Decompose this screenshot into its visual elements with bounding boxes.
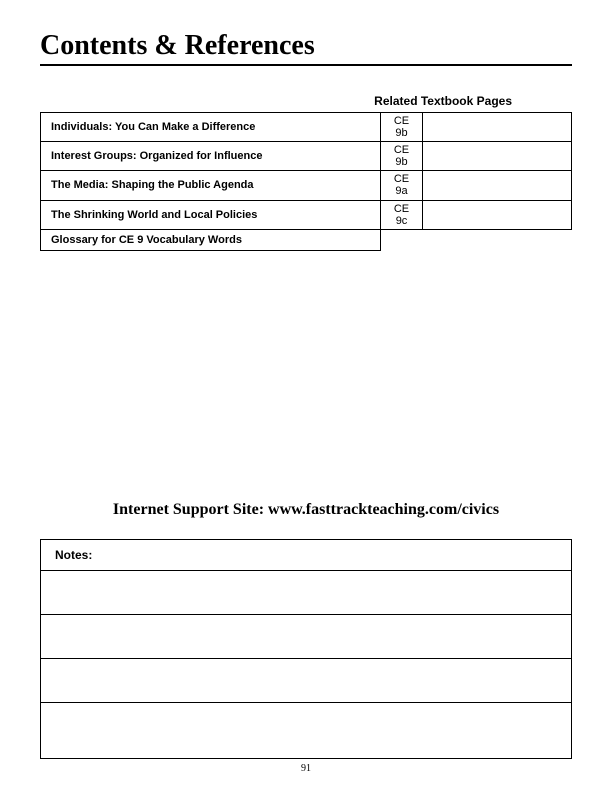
topic-cell: Interest Groups: Organized for Influence [41,142,381,171]
topic-cell: The Media: Shaping the Public Agenda [41,171,381,200]
pages-cell [423,200,572,229]
code-cell: CE9c [381,200,423,229]
topic-cell: Glossary for CE 9 Vocabulary Words [41,229,381,250]
notes-box: Notes: [40,539,572,759]
notes-label: Notes: [41,540,571,570]
topic-cell: Individuals: You Can Make a Difference [41,113,381,142]
table-row: The Shrinking World and Local Policies C… [41,200,572,229]
code-cell: CE9b [381,142,423,171]
topic-cell: The Shrinking World and Local Policies [41,200,381,229]
empty-cell [381,229,423,250]
page-title: Contents & References [40,30,572,66]
table-row: Individuals: You Can Make a Difference C… [41,113,572,142]
table-row: Glossary for CE 9 Vocabulary Words [41,229,572,250]
empty-cell [423,229,572,250]
notes-line [41,702,571,746]
page-number: 91 [0,763,612,774]
support-site-text: Internet Support Site: www.fasttrackteac… [40,501,572,519]
code-cell: CE9b [381,113,423,142]
pages-cell [423,171,572,200]
pages-cell [423,142,572,171]
notes-line [41,658,571,702]
pages-cell [423,113,572,142]
notes-line [41,570,571,614]
contents-table: Individuals: You Can Make a Difference C… [40,112,572,251]
code-cell: CE9a [381,171,423,200]
notes-line [41,614,571,658]
table-row: The Media: Shaping the Public Agenda CE9… [41,171,572,200]
related-pages-header: Related Textbook Pages [40,94,572,108]
table-row: Interest Groups: Organized for Influence… [41,142,572,171]
